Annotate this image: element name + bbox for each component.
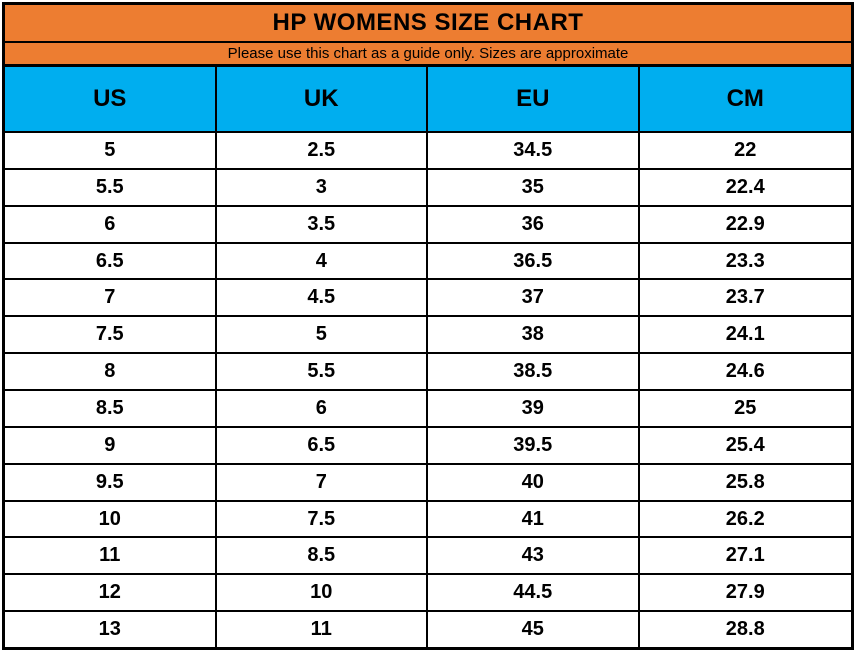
chart-subtitle: Please use this chart as a guide only. S… [5,43,851,67]
table-cell-cm: 27.9 [725,581,765,604]
table-cell-eu: 44.5 [428,575,640,611]
table-row: 5 2.5 34.5 22 [5,133,851,170]
table-row: 11 8.5 43 27.1 [5,538,851,576]
table-cell-uk: 8.5 [217,538,428,574]
table-cell-eu: 38 [428,317,640,353]
table-cell-cm: 28.8 [725,618,765,641]
table-cell-uk: 7 [217,464,428,500]
table-cell-cm: 24.1 [725,323,765,346]
table-cell-uk: 6 [217,391,428,426]
column-header-us: US [5,67,217,131]
table-row: 6 3.5 36 22.9 [5,206,851,244]
table-cell-us: 5 [5,133,217,168]
table-cell-uk: 3.5 [217,206,428,242]
table-cell-us: 12 [5,575,217,611]
table-cell-us: 10 [5,501,217,537]
table-row: 13 11 45 28.8 [5,612,851,648]
table-cell-us: 6.5 [5,243,217,279]
table-cell-us: 8.5 [5,391,217,426]
table-cell-uk: 2.5 [217,133,428,168]
table-cell-cm: 25 [734,396,757,419]
table-cell-us: 5.5 [5,169,217,205]
table-cell-cm: 22 [734,138,757,161]
table-cell-eu: 37 [428,280,640,316]
table-cell-uk: 6.5 [217,427,428,463]
table-row: 5.5 3 35 22.4 [5,169,851,207]
table-row: 10 7.5 41 26.2 [5,501,851,539]
table-cell-us: 9.5 [5,464,217,500]
table-cell-eu: 40 [428,464,640,500]
table-cell-us: 7.5 [5,317,217,353]
table-row: 8.5 6 39 25 [5,391,851,428]
table-row: 12 10 44.5 27.9 [5,575,851,613]
table-cell-uk: 5.5 [217,354,428,390]
column-header-cm: CM [726,85,764,112]
table-cell-uk: 10 [217,575,428,611]
table-cell-uk: 7.5 [217,501,428,537]
table-cell-eu: 34.5 [428,133,640,168]
table-row: 6.5 4 36.5 23.3 [5,243,851,281]
table-cell-eu: 36 [428,206,640,242]
table-cell-eu: 39 [428,391,640,426]
table-cell-uk: 3 [217,169,428,205]
table-cell-cm: 23.3 [725,249,765,272]
table-cell-us: 7 [5,280,217,316]
column-header-eu: EU [428,67,640,131]
table-row: 9.5 7 40 25.8 [5,464,851,502]
table-row: 9 6.5 39.5 25.4 [5,427,851,465]
table-cell-eu: 38.5 [428,354,640,390]
table-cell-eu: 39.5 [428,427,640,463]
column-header-row: US UK EU CM [5,67,851,133]
table-cell-eu: 45 [428,612,640,648]
table-cell-eu: 36.5 [428,243,640,279]
table-cell-uk: 4.5 [217,280,428,316]
chart-title: HP WOMENS SIZE CHART [5,5,851,43]
table-cell-us: 9 [5,427,217,463]
table-cell-cm: 24.6 [725,360,765,383]
table-cell-us: 6 [5,206,217,242]
table-cell-us: 8 [5,354,217,390]
table-row: 8 5.5 38.5 24.6 [5,354,851,392]
table-cell-cm: 23.7 [725,286,765,309]
table-cell-cm: 25.4 [725,433,765,456]
column-header-uk: UK [217,67,428,131]
table-cell-cm: 26.2 [725,507,765,530]
table-cell-us: 13 [5,612,217,648]
table-cell-cm: 25.8 [725,470,765,493]
table-body: 5 2.5 34.5 22 5.5 3 35 22.4 6 3.5 36 22. [5,133,851,648]
table-cell-cm: 22.9 [725,212,765,235]
table-cell-uk: 11 [217,612,428,648]
table-cell-cm: 27.1 [725,544,765,567]
table-row: 7.5 5 38 24.1 [5,317,851,355]
table-cell-uk: 4 [217,243,428,279]
table-cell-eu: 43 [428,538,640,574]
table-cell-eu: 41 [428,501,640,537]
table-cell-cm: 22.4 [725,175,765,198]
table-cell-uk: 5 [217,317,428,353]
table-cell-us: 11 [5,538,217,574]
table-cell-eu: 35 [428,169,640,205]
table-row: 7 4.5 37 23.7 [5,280,851,318]
